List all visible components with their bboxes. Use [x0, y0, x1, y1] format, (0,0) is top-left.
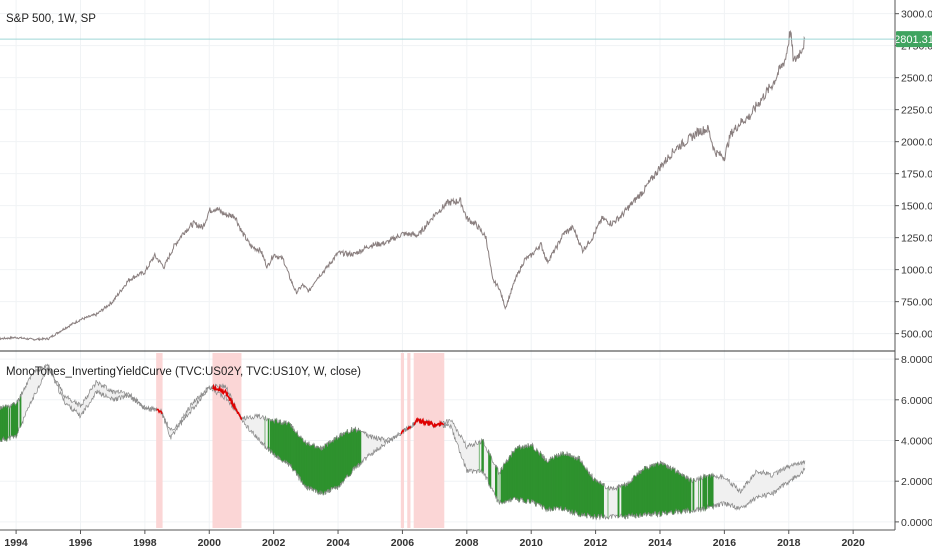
price-tick-label: 1500.00	[901, 201, 932, 213]
price-tick-label: 1250.00	[901, 233, 932, 245]
price-panel[interactable]	[0, 29, 895, 342]
inversion-band	[156, 353, 163, 528]
time-tick-label[interactable]: 2010	[520, 537, 544, 549]
sp500-price-line[interactable]	[0, 29, 806, 342]
price-tick-label: 1750.00	[901, 169, 932, 181]
time-tick-label[interactable]: 2016	[713, 537, 737, 549]
indicator-tick-label: 8.0000	[901, 354, 932, 366]
price-tick-label: 1000.00	[901, 265, 932, 277]
inversion-band	[413, 353, 445, 528]
time-tick-label[interactable]: 1998	[133, 537, 157, 549]
time-tick-label[interactable]: 2018	[777, 537, 801, 549]
time-tick-label[interactable]: 2020	[841, 537, 865, 549]
time-tick-label[interactable]: 2006	[391, 537, 415, 549]
price-tick-label: 2000.00	[901, 137, 932, 149]
time-tick-label[interactable]: 2000	[198, 537, 222, 549]
indicator-legend[interactable]: MonoTones_InvertingYieldCurve (TVC:US02Y…	[6, 366, 361, 378]
price-legend[interactable]: S&P 500, 1W, SP	[6, 13, 96, 25]
indicator-tick-label: 2.0000	[901, 476, 932, 488]
inversion-band	[400, 353, 405, 528]
axes: 500.00 750.00 1000.00 1250.00 1500.00 1750.00…	[4, 9, 932, 549]
price-tick-label: 750.00	[901, 297, 932, 309]
indicator-tick-label: 0.0000	[901, 517, 932, 529]
inversion-band	[407, 353, 411, 528]
indicator-tick-label: 4.0000	[901, 436, 932, 448]
time-tick-label[interactable]: 2008	[455, 537, 479, 549]
price-tick-label: 3000.00	[901, 9, 932, 21]
inversion-band	[212, 353, 242, 528]
last-price-badge-label: 2801.31	[894, 34, 932, 46]
time-tick-label[interactable]: 2012	[584, 537, 608, 549]
last-price-badge[interactable]	[896, 31, 932, 48]
time-tick-label[interactable]: 2004	[326, 537, 350, 549]
price-tick-label: 2500.00	[901, 73, 932, 85]
price-tick-label: 2250.00	[901, 105, 932, 117]
indicator-panel[interactable]	[0, 363, 806, 521]
indicator-tick-label: 6.0000	[901, 395, 932, 407]
time-tick-label[interactable]: 2002	[262, 537, 286, 549]
price-tick-label: 500.00	[901, 329, 932, 341]
time-tick-label[interactable]: 2014	[648, 537, 672, 549]
time-tick-label[interactable]: 1996	[69, 537, 93, 549]
grid	[0, 0, 895, 530]
inverted-curve-line[interactable]	[156, 383, 444, 435]
inversion-bands	[156, 353, 445, 528]
time-tick-label[interactable]: 1994	[4, 537, 28, 549]
